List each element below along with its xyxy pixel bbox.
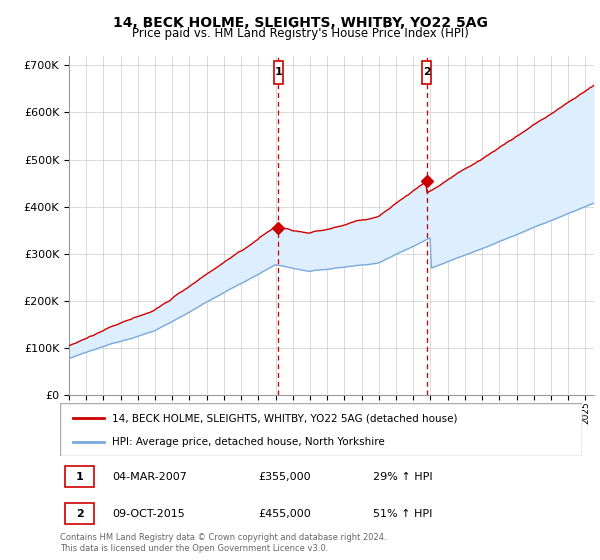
- Text: 14, BECK HOLME, SLEIGHTS, WHITBY, YO22 5AG (detached house): 14, BECK HOLME, SLEIGHTS, WHITBY, YO22 5…: [112, 413, 458, 423]
- Bar: [274, 60, 283, 84]
- Text: £355,000: £355,000: [259, 472, 311, 482]
- Text: 2: 2: [76, 509, 83, 519]
- Text: HPI: Average price, detached house, North Yorkshire: HPI: Average price, detached house, Nort…: [112, 436, 385, 446]
- Text: 1: 1: [275, 67, 283, 77]
- Bar: [65, 503, 94, 524]
- Bar: [422, 60, 431, 84]
- Text: Price paid vs. HM Land Registry's House Price Index (HPI): Price paid vs. HM Land Registry's House …: [131, 27, 469, 40]
- FancyBboxPatch shape: [60, 403, 582, 456]
- Text: 29% ↑ HPI: 29% ↑ HPI: [373, 472, 433, 482]
- Text: 1: 1: [76, 472, 83, 482]
- Text: 04-MAR-2007: 04-MAR-2007: [112, 472, 187, 482]
- Text: 2: 2: [422, 67, 430, 77]
- Text: 09-OCT-2015: 09-OCT-2015: [112, 509, 185, 519]
- Text: £455,000: £455,000: [259, 509, 311, 519]
- Bar: [65, 466, 94, 487]
- Text: 14, BECK HOLME, SLEIGHTS, WHITBY, YO22 5AG: 14, BECK HOLME, SLEIGHTS, WHITBY, YO22 5…: [113, 16, 487, 30]
- Text: Contains HM Land Registry data © Crown copyright and database right 2024.
This d: Contains HM Land Registry data © Crown c…: [60, 533, 386, 553]
- Text: 51% ↑ HPI: 51% ↑ HPI: [373, 509, 433, 519]
